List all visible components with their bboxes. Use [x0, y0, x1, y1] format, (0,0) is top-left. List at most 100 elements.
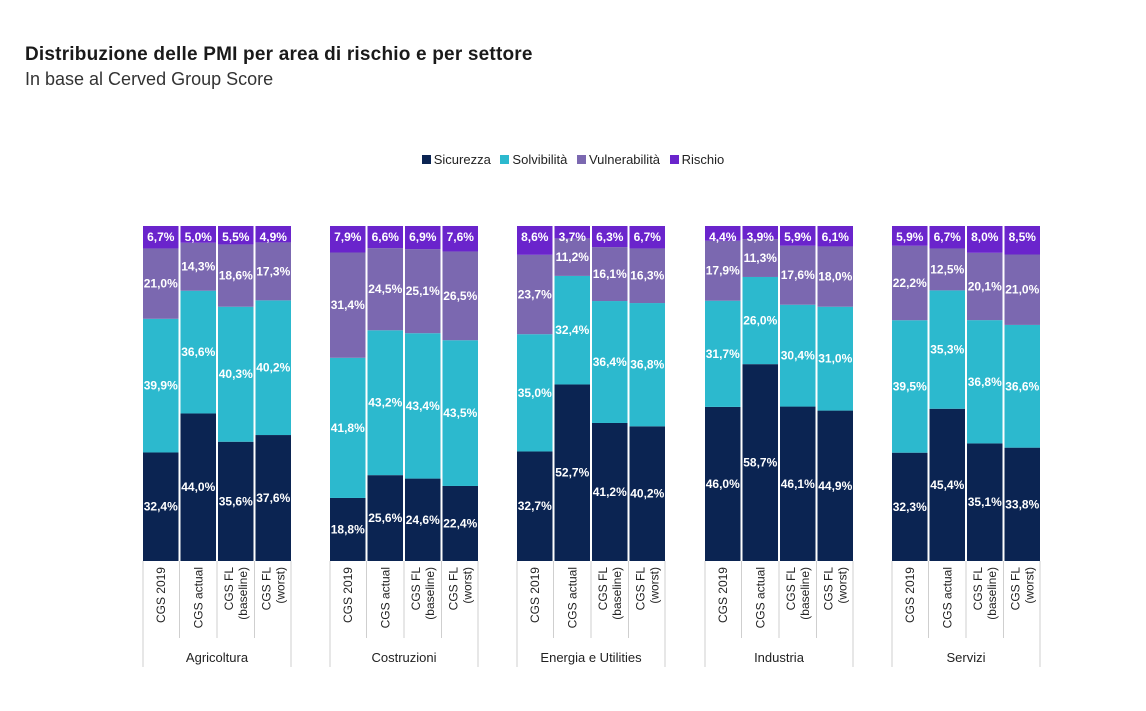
bar-costruzioni-2-rischio — [405, 226, 441, 250]
data-label-energia-e-utilities-1-rischio: 3,7% — [559, 230, 587, 244]
bar-agricoltura-0-vulnerabilita — [143, 248, 179, 319]
data-label-energia-e-utilities-2-sicurezza: 41,2% — [593, 485, 627, 499]
bar-servizi-2-solvibilita — [967, 320, 1003, 444]
data-label-costruzioni-0-vulnerabilita: 31,4% — [331, 298, 365, 312]
category-label-line: CGS actual — [565, 567, 579, 628]
bar-servizi-0-sicurezza — [892, 452, 928, 561]
bar-energia-e-utilities-3-sicurezza — [629, 426, 665, 561]
data-label-energia-e-utilities-0-solvibilita: 35,0% — [518, 386, 552, 400]
data-label-energia-e-utilities-3-sicurezza: 40,2% — [630, 487, 664, 501]
data-label-servizi-2-sicurezza: 35,1% — [968, 495, 1002, 509]
bar-industria-1-sicurezza — [742, 364, 778, 561]
bar-industria-3-vulnerabilita — [817, 246, 853, 307]
data-label-costruzioni-1-vulnerabilita: 24,5% — [368, 282, 402, 296]
data-label-industria-0-vulnerabilita: 17,9% — [706, 264, 740, 278]
category-label-line: (baseline) — [423, 567, 437, 620]
data-label-energia-e-utilities-2-rischio: 6,3% — [596, 230, 624, 244]
category-label-line: CGS actual — [940, 567, 954, 628]
bar-industria-2-sicurezza — [780, 406, 816, 561]
bar-servizi-0-solvibilita — [892, 320, 928, 453]
legend-label-sicurezza: Sicurezza — [433, 152, 491, 167]
data-label-costruzioni-0-rischio: 7,9% — [334, 230, 362, 244]
data-label-industria-3-sicurezza: 44,9% — [818, 479, 852, 493]
bar-costruzioni-3-rischio — [442, 226, 478, 252]
bar-costruzioni-0-rischio — [330, 226, 366, 253]
data-label-agricoltura-2-rischio: 5,5% — [222, 230, 250, 244]
bar-agricoltura-0-solvibilita — [143, 318, 179, 453]
bar-servizi-1-rischio — [929, 226, 965, 249]
data-label-industria-1-solvibilita: 26,0% — [743, 314, 777, 328]
data-label-industria-2-sicurezza: 46,1% — [781, 477, 815, 491]
data-label-servizi-3-sicurezza: 33,8% — [1005, 497, 1039, 511]
category-label-line: CGS FL — [784, 567, 798, 611]
bar-costruzioni-2-sicurezza — [405, 478, 441, 561]
bar-energia-e-utilities-2-solvibilita — [592, 301, 628, 423]
category-label-industria-0: CGS 2019 — [716, 567, 730, 623]
category-label-industria-1: CGS actual — [753, 567, 767, 628]
bar-servizi-2-rischio — [967, 226, 1003, 253]
data-label-costruzioni-2-sicurezza: 24,6% — [406, 513, 440, 527]
data-label-agricoltura-1-rischio: 5,0% — [185, 230, 213, 244]
category-label-line: CGS 2019 — [716, 567, 730, 623]
bar-energia-e-utilities-3-vulnerabilita — [629, 248, 665, 304]
bar-energia-e-utilities-0-sicurezza — [517, 451, 553, 561]
bar-costruzioni-2-vulnerabilita — [405, 249, 441, 334]
data-label-costruzioni-1-rischio: 6,6% — [372, 230, 400, 244]
category-label-line: (worst) — [835, 567, 849, 604]
data-label-servizi-2-vulnerabilita: 20,1% — [968, 279, 1002, 293]
data-label-costruzioni-2-rischio: 6,9% — [409, 230, 437, 244]
data-label-agricoltura-3-rischio: 4,9% — [260, 230, 288, 244]
legend: Sicurezza Solvibilità Vulnerabilità Risc… — [0, 152, 1146, 167]
bar-servizi-1-sicurezza — [929, 408, 965, 561]
data-label-industria-1-vulnerabilita: 11,3% — [744, 251, 778, 265]
legend-swatch-solvibilita — [500, 155, 510, 164]
bar-industria-0-vulnerabilita — [705, 240, 741, 301]
group-label-industria: Industria — [754, 650, 805, 665]
data-label-energia-e-utilities-2-solvibilita: 36,4% — [593, 355, 627, 369]
category-label-line: (worst) — [1022, 567, 1036, 604]
data-label-energia-e-utilities-0-sicurezza: 32,7% — [518, 499, 552, 513]
chart-subtitle: In base al Cerved Group Score — [25, 69, 274, 89]
category-label-line: CGS FL — [596, 567, 610, 611]
data-label-energia-e-utilities-2-vulnerabilita: 16,1% — [593, 267, 627, 281]
data-label-costruzioni-3-vulnerabilita: 26,5% — [443, 289, 477, 303]
bar-costruzioni-3-sicurezza — [442, 485, 478, 561]
category-label-costruzioni-0: CGS 2019 — [341, 567, 355, 623]
bar-agricoltura-2-solvibilita — [218, 306, 254, 442]
category-label-servizi-2: CGS FL(baseline) — [971, 567, 999, 620]
data-label-agricoltura-2-sicurezza: 35,6% — [219, 494, 253, 508]
bar-energia-e-utilities-3-solvibilita — [629, 303, 665, 427]
bar-energia-e-utilities-1-sicurezza — [554, 384, 590, 561]
data-label-agricoltura-1-solvibilita: 36,6% — [181, 345, 215, 359]
data-label-agricoltura-3-sicurezza: 37,6% — [256, 491, 290, 505]
chart-title: Distribuzione delle PMI per area di risc… — [25, 44, 533, 65]
category-label-line: CGS 2019 — [903, 567, 917, 623]
bar-agricoltura-1-vulnerabilita — [180, 242, 216, 291]
bar-servizi-1-solvibilita — [929, 290, 965, 409]
category-label-line: (baseline) — [985, 567, 999, 620]
data-label-industria-3-rischio: 6,1% — [822, 230, 850, 244]
category-label-costruzioni-2: CGS FL(baseline) — [409, 567, 437, 620]
bar-energia-e-utilities-3-rischio — [629, 226, 665, 249]
bar-industria-3-solvibilita — [817, 306, 853, 411]
data-label-servizi-1-rischio: 6,7% — [934, 230, 962, 244]
data-label-agricoltura-0-sicurezza: 32,4% — [144, 500, 178, 514]
legend-swatch-rischio — [669, 155, 679, 164]
data-label-servizi-0-solvibilita: 39,5% — [893, 379, 927, 393]
category-label-line: (baseline) — [236, 567, 250, 620]
data-label-industria-3-solvibilita: 31,0% — [818, 352, 852, 366]
data-label-energia-e-utilities-1-sicurezza: 52,7% — [555, 466, 589, 480]
data-label-costruzioni-0-sicurezza: 18,8% — [331, 522, 365, 536]
bar-agricoltura-2-vulnerabilita — [218, 244, 254, 307]
bar-costruzioni-2-solvibilita — [405, 333, 441, 479]
bar-servizi-0-rischio — [892, 226, 928, 246]
data-label-industria-0-solvibilita: 31,7% — [706, 347, 740, 361]
data-label-agricoltura-3-solvibilita: 40,2% — [256, 361, 290, 375]
bar-servizi-2-vulnerabilita — [967, 252, 1003, 321]
category-label-line: CGS actual — [191, 567, 205, 628]
category-label-energia-e-utilities-2: CGS FL(baseline) — [596, 567, 624, 620]
bar-costruzioni-0-vulnerabilita — [330, 252, 366, 358]
category-label-costruzioni-3: CGS FL(worst) — [446, 567, 474, 611]
category-label-servizi-0: CGS 2019 — [903, 567, 917, 623]
data-label-agricoltura-3-vulnerabilita: 17,3% — [256, 264, 290, 278]
